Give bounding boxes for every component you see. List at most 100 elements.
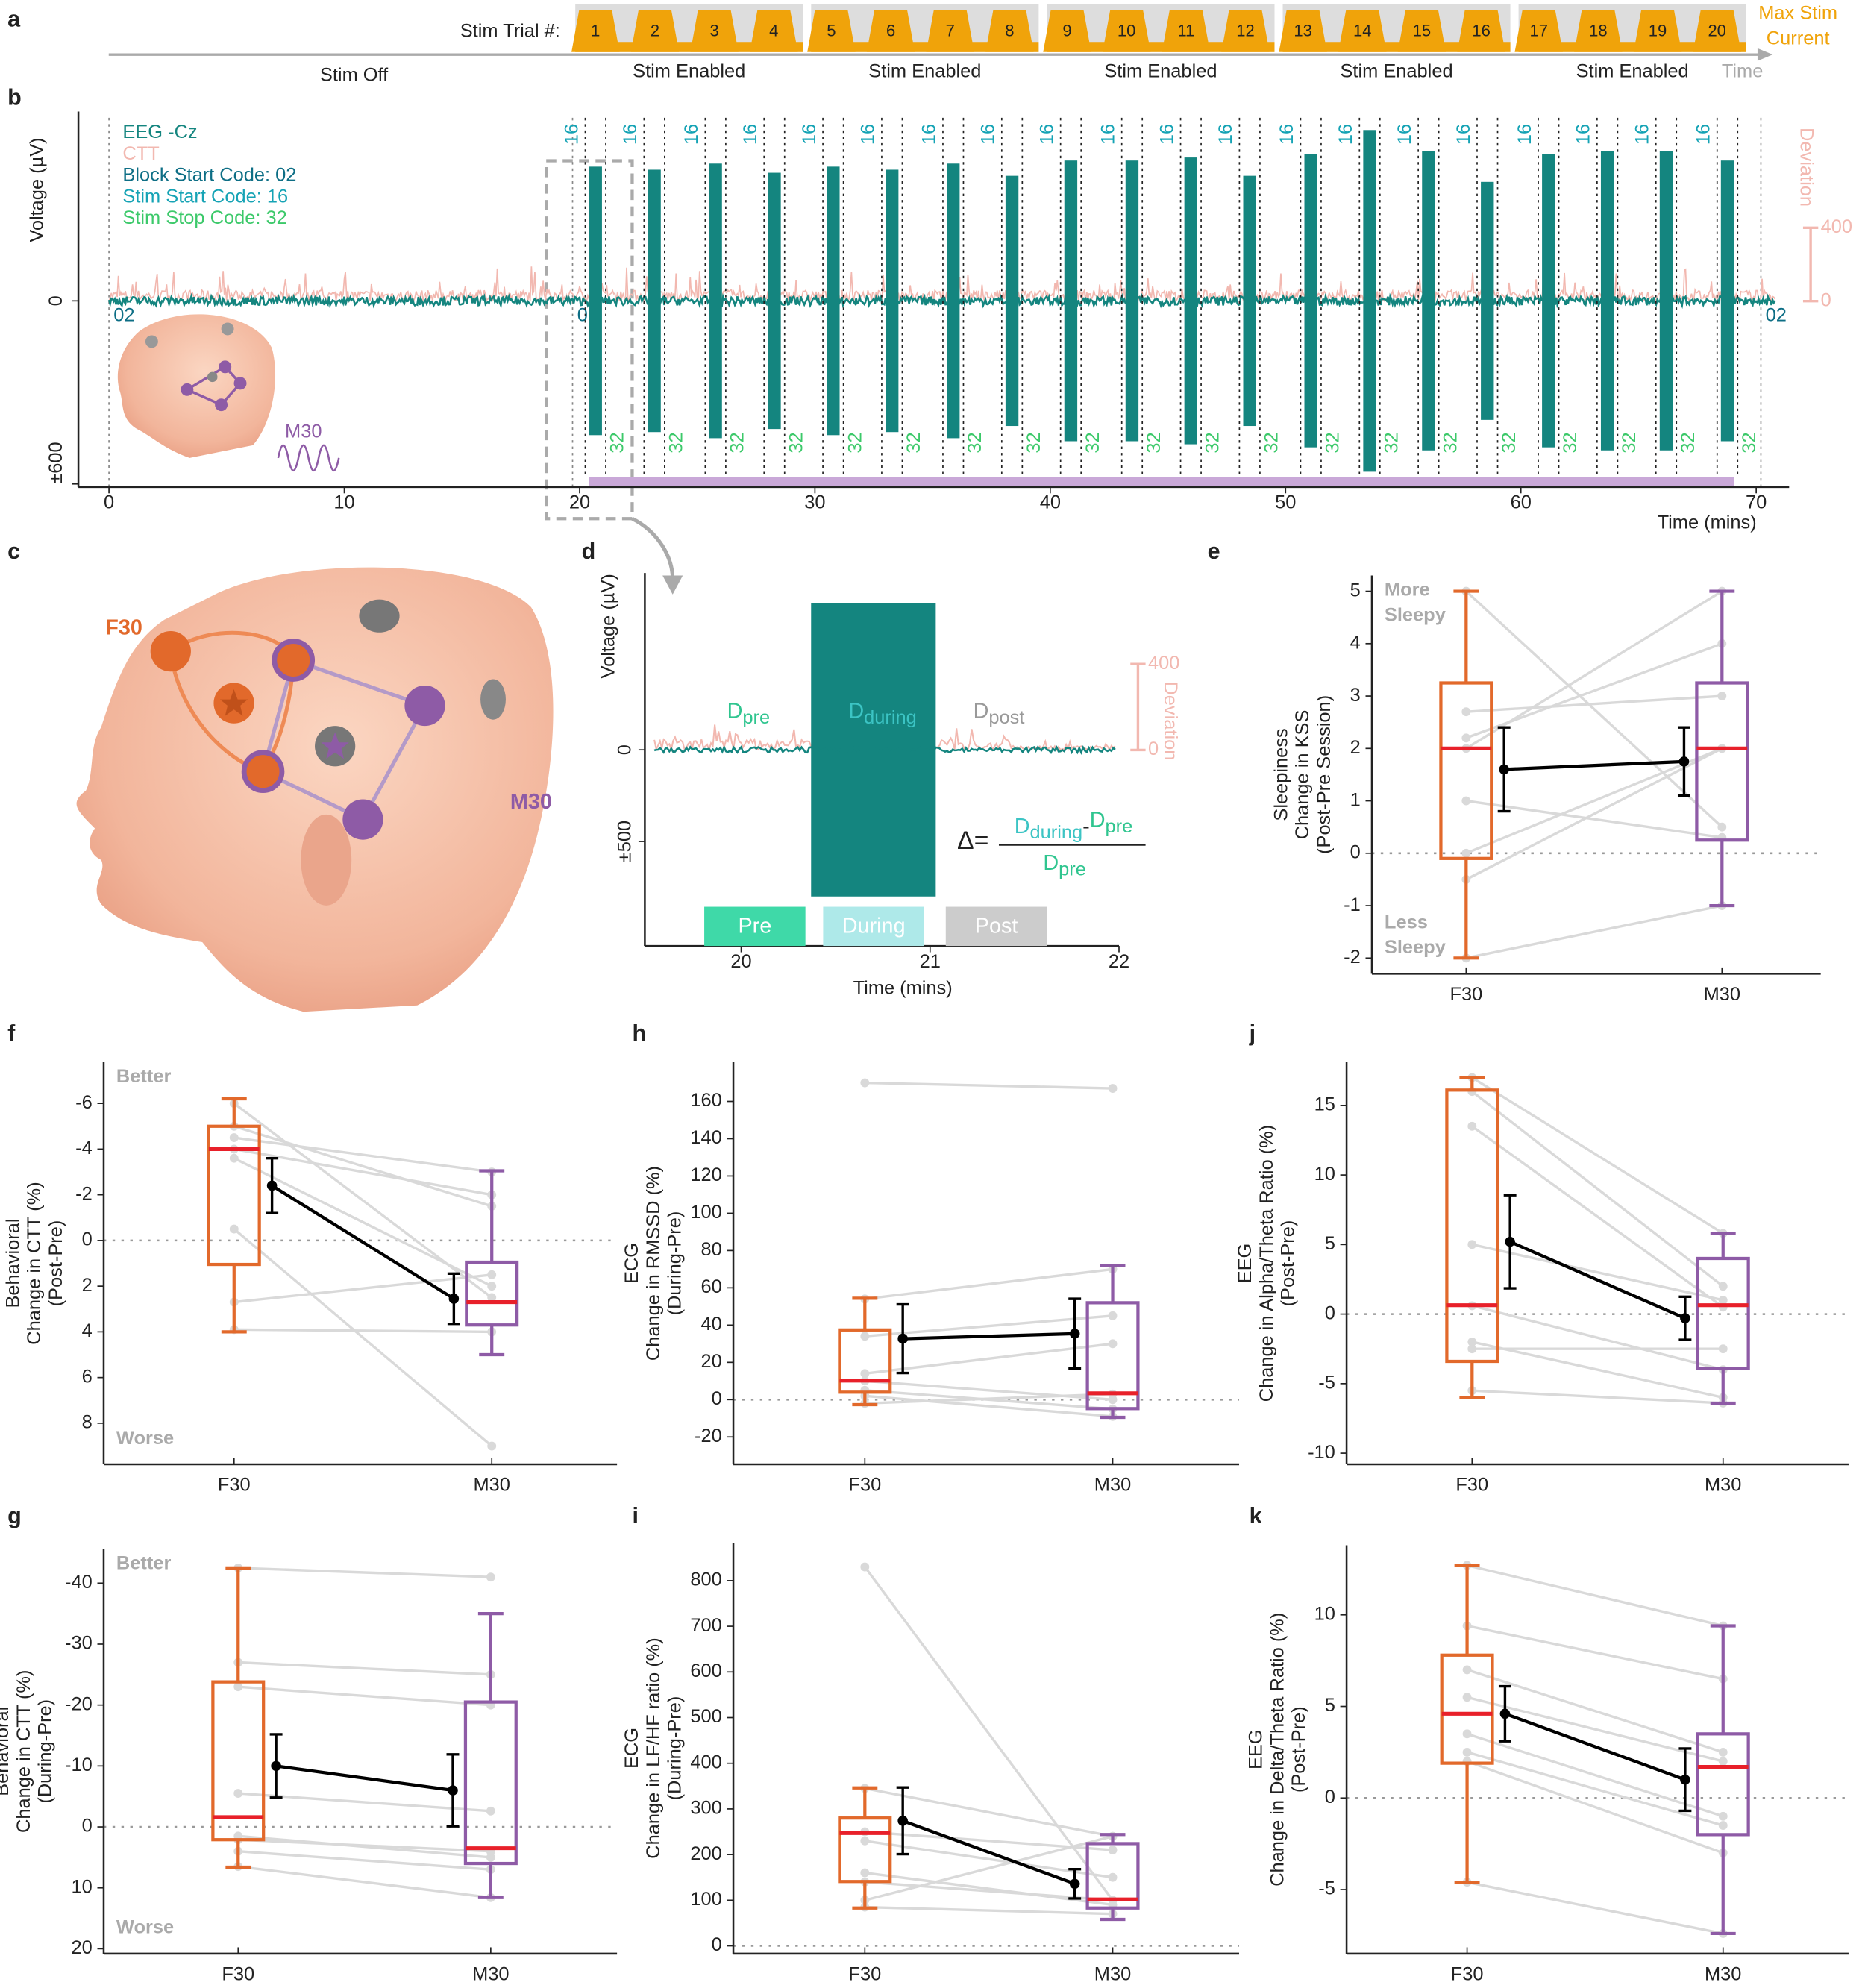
subject-line: [233, 1136, 492, 1173]
y-tick-label: -4: [75, 1138, 93, 1158]
subject-point: [1718, 1757, 1728, 1766]
stim-burst: [1481, 181, 1494, 420]
annotation: Better: [116, 1066, 172, 1087]
x-tick-label: F30: [1451, 1963, 1484, 1984]
trial-number: 2: [651, 21, 659, 40]
trial-number: 17: [1529, 21, 1547, 40]
start-code: 16: [620, 124, 641, 145]
y-axis-label: Behavioral: [2, 1218, 23, 1308]
stim-burst: [1720, 160, 1734, 442]
x-axis-label: Time (mins): [853, 977, 953, 998]
subject-line: [1471, 1090, 1724, 1288]
stim-burst: [1600, 151, 1614, 451]
stim-burst: [1304, 154, 1317, 448]
x-tick-label: F30: [848, 1963, 881, 1984]
x-tick-label: 60: [1511, 492, 1532, 513]
x-tick-label: M30: [1705, 1475, 1741, 1496]
subject-line: [1467, 1696, 1724, 1763]
subject-line: [238, 1792, 491, 1813]
y-tick-label: 100: [690, 1202, 721, 1223]
trial-number: 6: [886, 21, 895, 40]
montage-label: M30: [285, 421, 322, 442]
y-tick-label: ±600: [46, 442, 66, 483]
subject-point: [1467, 1337, 1477, 1346]
block-code: 02: [1766, 305, 1787, 326]
subject-line: [233, 1228, 493, 1447]
term-base: D: [1090, 808, 1106, 832]
panel-label: h: [632, 1020, 646, 1046]
stop-code: 32: [1144, 432, 1165, 453]
phase-label: During: [842, 914, 906, 938]
subject-point: [860, 1332, 870, 1341]
subject-point: [1718, 1296, 1728, 1305]
mean-line: [275, 1764, 454, 1793]
y-axis-label: (During-Pre): [665, 1696, 686, 1801]
subject-point: [1108, 1339, 1118, 1349]
y-tick-label: -10: [1308, 1442, 1335, 1463]
y-tick-label: 10: [71, 1876, 92, 1897]
subject-point: [860, 1868, 870, 1878]
subject-point: [233, 1682, 243, 1692]
term-sub: post: [988, 707, 1024, 728]
group-label: Stim Enabled: [633, 61, 745, 82]
subject-point: [229, 1133, 239, 1143]
subject-line: [865, 1394, 1113, 1418]
box: [838, 1328, 892, 1394]
annotation: Better: [116, 1553, 172, 1574]
subject-line: [1471, 1304, 1724, 1371]
max-stim-label: Current: [1767, 28, 1830, 49]
y-tick-label: 400: [690, 1752, 721, 1772]
y-tick-label: 0: [82, 1816, 93, 1837]
stop-code: 32: [1678, 432, 1699, 453]
trial-number: 11: [1177, 21, 1194, 40]
y-tick-label: 100: [690, 1889, 721, 1910]
y-tick-label: 5: [1350, 580, 1361, 601]
y-axis-label: Behavioral: [0, 1707, 13, 1796]
subject-line: [1467, 1881, 1724, 1935]
y2-axis-label: Deviation: [1796, 128, 1817, 207]
subject-line: [1467, 1751, 1724, 1827]
stop-code: 32: [1082, 432, 1103, 453]
y-tick-label: 5: [1325, 1233, 1335, 1254]
subject-point: [1718, 1811, 1728, 1821]
subject-point: [860, 1369, 870, 1379]
subject-point: [860, 1562, 870, 1572]
subject-line: [865, 1314, 1113, 1338]
subject-line: [1465, 747, 1723, 881]
trial-number: 12: [1236, 21, 1255, 40]
panel-label: k: [1250, 1503, 1262, 1528]
annotation: More: [1385, 580, 1430, 601]
mean-point: [448, 1294, 460, 1304]
mean-line: [902, 1819, 1076, 1886]
start-code: 16: [1394, 124, 1415, 145]
y-tick-label: -5: [1318, 1878, 1335, 1899]
y-tick-label: -20: [65, 1693, 93, 1714]
annotation: Sleepy: [1385, 604, 1446, 625]
start-code: 16: [919, 124, 940, 145]
panel-label: g: [7, 1503, 22, 1528]
stim-off-label: Stim Off: [320, 65, 389, 86]
y-tick-label: 10: [1314, 1603, 1335, 1624]
mean-point: [1505, 1236, 1515, 1247]
y-tick-label: 20: [701, 1351, 722, 1372]
start-code: 16: [1693, 124, 1714, 145]
phase-box: [823, 906, 924, 947]
subject-point: [1108, 1846, 1118, 1854]
subject-line: [1472, 1389, 1723, 1405]
stim-burst: [1125, 160, 1139, 442]
x-tick-label: M30: [473, 1475, 510, 1496]
start-code: 16: [1573, 124, 1594, 145]
y-tick-label: 1: [1350, 789, 1361, 810]
y-tick-label: -6: [75, 1092, 93, 1113]
subject-line: [238, 1850, 491, 1871]
subject-line: [233, 1328, 492, 1334]
subject-line: [1465, 904, 1723, 959]
annotation: Worse: [116, 1428, 174, 1449]
subject-point: [487, 1441, 497, 1451]
mean-point: [1678, 756, 1690, 767]
legend-entry: Stim Start Code: 16: [122, 186, 288, 207]
y2-tick-label: 0: [1821, 289, 1831, 310]
subject-point: [1462, 1729, 1472, 1739]
box: [207, 1124, 261, 1267]
